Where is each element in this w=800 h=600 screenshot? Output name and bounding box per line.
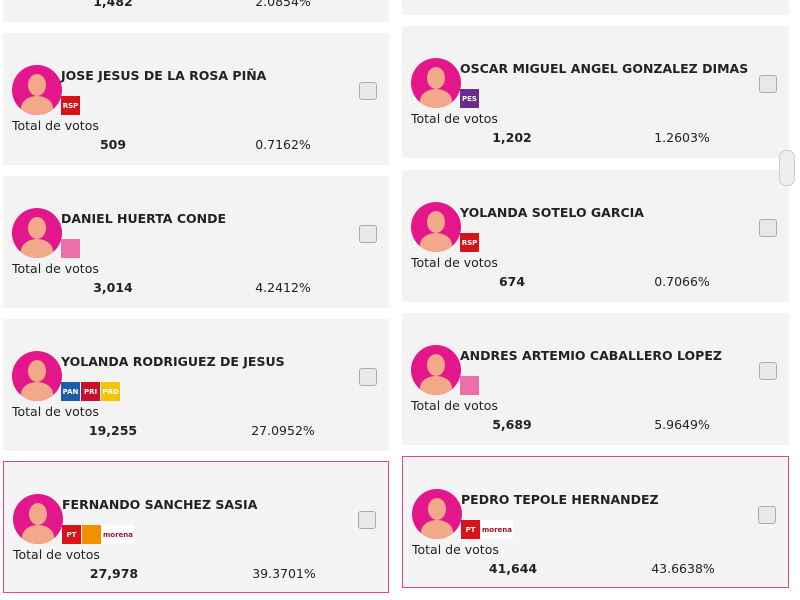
- total-label: Total de votos: [12, 118, 99, 133]
- vote-count: 1,202: [492, 130, 532, 145]
- candidate-name: ANDRES ARTEMIO CABALLERO LOPEZ: [460, 348, 722, 363]
- avatar: [12, 351, 62, 401]
- vote-count: 5,689: [492, 417, 532, 432]
- total-label: Total de votos: [12, 404, 99, 419]
- party-logo: [61, 239, 80, 258]
- checkbox[interactable]: [759, 75, 777, 93]
- party-logo: [460, 376, 479, 395]
- avatar: [412, 489, 462, 539]
- party-logos: RSP: [460, 233, 479, 252]
- vote-percent: 4.2412%: [255, 280, 311, 295]
- avatar: [411, 202, 461, 252]
- vote-count: 19,255: [88, 423, 138, 438]
- candidate-name: YOLANDA SOTELO GARCIA: [460, 205, 644, 220]
- checkbox[interactable]: [759, 219, 777, 237]
- party-logos: [61, 239, 80, 258]
- party-logo: RSP: [61, 96, 80, 115]
- candidate-name: JOSE JESUS DE LA ROSA PIÑA: [61, 68, 267, 83]
- avatar: [411, 345, 461, 395]
- checkbox[interactable]: [758, 506, 776, 524]
- vote-percent: 1.2603%: [654, 130, 710, 145]
- checkbox[interactable]: [359, 368, 377, 386]
- scrollbar[interactable]: [779, 150, 795, 186]
- party-logos: [460, 376, 479, 395]
- vote-percent: 39.3701%: [252, 566, 316, 581]
- candidate-card[interactable]: OSCAR MIGUEL ANGEL GONZALEZ DIMAS PES Tota…: [402, 26, 789, 158]
- candidate-card[interactable]: ANDRES ARTEMIO CABALLERO LOPEZ Total de v…: [402, 313, 789, 445]
- candidate-name: FERNANDO SANCHEZ SASIA: [62, 497, 258, 512]
- party-logo: PT: [62, 525, 81, 544]
- total-label: Total de votos: [412, 542, 499, 557]
- total-label: Total de votos: [411, 111, 498, 126]
- vote-percent: 27.0952%: [251, 423, 315, 438]
- vote-count: 3,014: [93, 280, 133, 295]
- checkbox[interactable]: [358, 511, 376, 529]
- vote-count: 509: [99, 137, 127, 152]
- party-logos: PT morena: [461, 520, 514, 539]
- party-logo: [82, 525, 101, 544]
- candidate-card[interactable]: DANIEL HUERTA CONDE Total de votos 3,014 4.…: [3, 176, 389, 308]
- avatar: [13, 494, 63, 544]
- candidate-name: DANIEL HUERTA CONDE: [61, 211, 226, 226]
- party-logos: RSP: [61, 96, 80, 115]
- total-label: Total de votos: [12, 261, 99, 276]
- candidate-card[interactable]: [402, 0, 789, 15]
- candidate-name: OSCAR MIGUEL ANGEL GONZALEZ DIMAS: [460, 61, 749, 76]
- total-label: Total de votos: [411, 255, 498, 270]
- party-logo: morena: [481, 520, 514, 539]
- vote-count: 27,978: [89, 566, 139, 581]
- candidate-card[interactable]: YOLANDA SOTELO GARCIA RSP Total de votos 67…: [402, 170, 789, 302]
- vote-percent: 2.0854%: [255, 0, 311, 9]
- avatar: [12, 208, 62, 258]
- vote-count: 41,644: [488, 561, 538, 576]
- party-logo: RSP: [460, 233, 479, 252]
- vote-percent: 5.9649%: [654, 417, 710, 432]
- avatar: [12, 65, 62, 115]
- avatar: [411, 58, 461, 108]
- vote-count: 1,482: [93, 0, 133, 9]
- checkbox[interactable]: [359, 82, 377, 100]
- party-logo: PRI: [81, 382, 100, 401]
- party-logo: PRD: [101, 382, 120, 401]
- vote-percent: 0.7066%: [654, 274, 710, 289]
- candidate-card[interactable]: FERNANDO SANCHEZ SASIA PT morena Total de v…: [3, 461, 389, 593]
- total-label: Total de votos: [411, 398, 498, 413]
- vote-count: 674: [498, 274, 526, 289]
- total-label: Total de votos: [13, 547, 100, 562]
- candidate-card[interactable]: JOSE JESUS DE LA ROSA PIÑA RSP Total de vo…: [3, 33, 389, 165]
- candidate-name: PEDRO TEPOLE HERNANDEZ: [461, 492, 659, 507]
- party-logos: PES: [460, 89, 479, 108]
- vote-percent: 43.6638%: [651, 561, 715, 576]
- party-logo: PES: [460, 89, 479, 108]
- party-logo: PT: [461, 520, 480, 539]
- checkbox[interactable]: [759, 362, 777, 380]
- party-logos: PAN PRI PRD: [61, 382, 120, 401]
- candidate-card[interactable]: YOLANDA RODRIGUEZ DE JESUS PAN PRI PRD Total…: [3, 319, 389, 451]
- vote-percent: 0.7162%: [255, 137, 311, 152]
- party-logo: morena: [102, 525, 135, 544]
- candidate-name: YOLANDA RODRIGUEZ DE JESUS: [61, 354, 285, 369]
- checkbox[interactable]: [359, 225, 377, 243]
- candidate-card[interactable]: 1,482 2.0854%: [3, 0, 389, 22]
- candidate-card[interactable]: PEDRO TEPOLE HERNANDEZ PT morena Total de v…: [402, 456, 789, 588]
- party-logo: PAN: [61, 382, 80, 401]
- party-logos: PT morena: [62, 525, 135, 544]
